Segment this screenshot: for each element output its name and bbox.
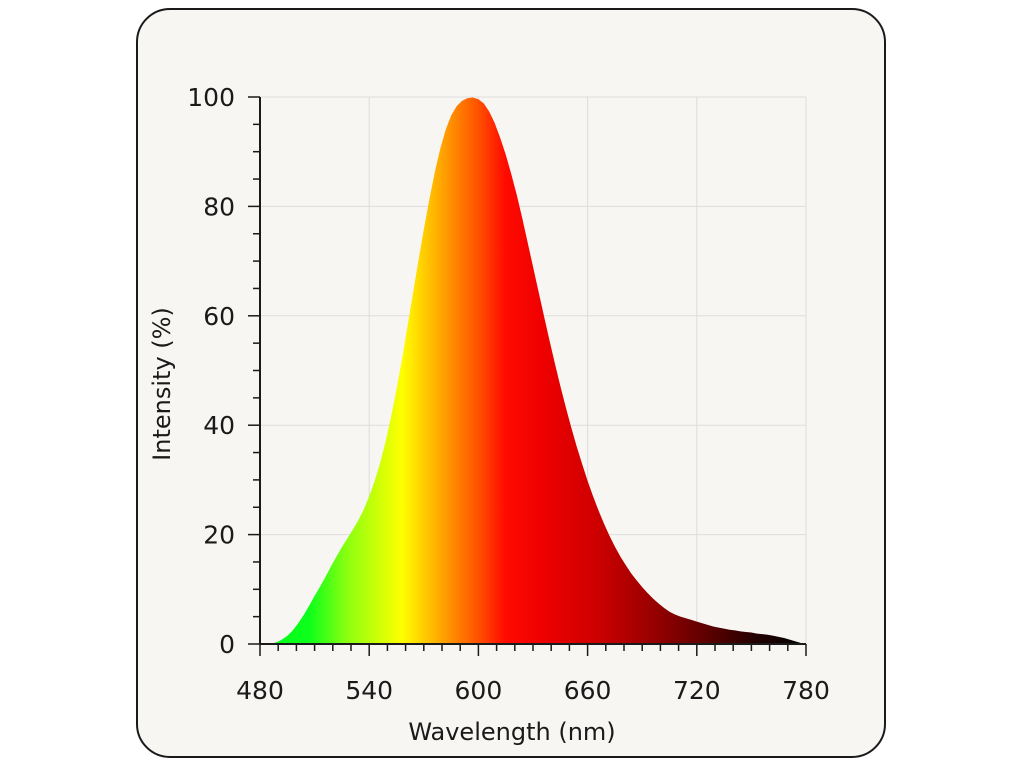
x-tick-label: 660 (564, 676, 612, 705)
x-tick-labels: 480 540 600 660 720 780 (236, 676, 830, 705)
x-tick-label: 600 (455, 676, 503, 705)
x-tick-label: 720 (673, 676, 721, 705)
x-tick-label: 480 (236, 676, 284, 705)
x-tick-label: 780 (782, 676, 830, 705)
y-axis-title: Intensity (%) (148, 307, 176, 461)
minor-ticks (248, 96, 807, 656)
y-tick-label: 80 (203, 192, 235, 221)
y-tick-labels: 0 20 40 60 80 100 (187, 83, 235, 659)
y-tick-label: 40 (203, 411, 235, 440)
x-tick-label: 540 (345, 676, 393, 705)
y-tick-label: 60 (203, 302, 235, 331)
y-tick-label: 20 (203, 521, 235, 550)
x-axis-title: Wavelength (nm) (408, 718, 615, 746)
y-tick-label: 0 (219, 630, 235, 659)
spectrum-area (260, 97, 801, 645)
axes (259, 97, 806, 645)
y-tick-label: 100 (187, 83, 235, 112)
